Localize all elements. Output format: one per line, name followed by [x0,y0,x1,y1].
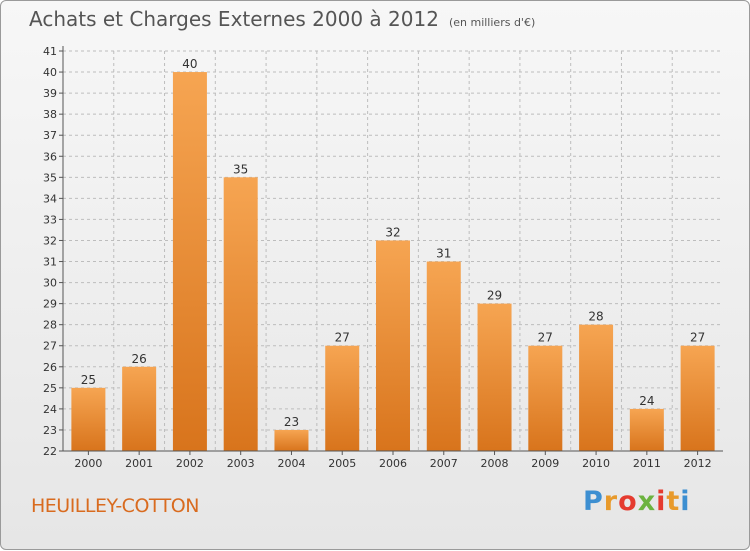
y-tick-label: 33 [43,213,57,226]
bar [172,72,207,451]
data-label: 32 [385,225,400,239]
y-tick-label: 32 [43,234,57,247]
bar [122,366,157,451]
y-tick-label: 28 [43,319,57,332]
x-tick-label: 2012 [684,457,712,470]
logo-letter: r [603,486,619,517]
bars: 25 26 40 35 23 27 32 31 29 27 28 24 27 [71,57,715,451]
y-tick-label: 30 [43,277,57,290]
bar [680,345,715,451]
bar [426,261,461,451]
chart-title: Achats et Charges Externes 2000 à 2012 (e… [29,7,535,31]
y-tick-label: 23 [43,424,57,437]
y-tick-label: 37 [43,129,57,142]
x-tick-label: 2007 [430,457,458,470]
y-tick-label: 40 [43,66,57,79]
bar [629,408,664,451]
data-label: 26 [132,352,147,366]
bar [579,324,614,451]
axes: 22 23 24 25 26 27 28 29 30 31 32 33 34 35 36 37 38 39 40 41… [43,45,723,470]
y-tick-label: 31 [43,256,57,269]
y-tick-label: 41 [43,45,57,58]
logo-letter: i [656,486,667,517]
data-label: 25 [81,373,96,387]
y-tick-label: 24 [43,403,57,416]
proxiti-logo[interactable]: Proxiti [583,486,691,517]
y-tick-label: 25 [43,382,57,395]
bar [223,177,258,451]
x-tick-label: 2003 [227,457,255,470]
chart-title-text: Achats et Charges Externes 2000 à 2012 [29,7,439,31]
y-tick-label: 22 [43,445,57,458]
data-label: 29 [487,289,502,303]
data-label: 40 [182,57,197,71]
y-tick-label: 27 [43,340,57,353]
x-tick-label: 2009 [531,457,559,470]
data-label: 24 [639,394,654,408]
x-tick-label: 2006 [379,457,407,470]
data-label: 28 [588,310,603,324]
x-tick-label: 2011 [633,457,661,470]
data-label: 27 [690,331,705,345]
data-label: 35 [233,162,248,176]
logo-letter: x [637,486,657,517]
bar [71,387,106,451]
bar [477,303,512,451]
y-tick-label: 36 [43,150,57,163]
bar [528,345,563,451]
y-tick-label: 35 [43,171,57,184]
y-tick-label: 34 [43,192,57,205]
logo-letter: P [583,486,604,517]
data-label: 27 [335,331,350,345]
bar [376,240,410,451]
x-tick-label: 2010 [582,457,610,470]
bar [274,429,309,451]
bar [325,345,360,451]
chart-unit: (en milliers d'€) [448,16,536,29]
y-tick-label: 26 [43,361,57,374]
x-tick-label: 2000 [74,457,102,470]
logo-letter: t [666,486,681,517]
data-label: 23 [284,415,299,429]
logo-letter: o [618,486,638,517]
logo-letter: i [680,486,691,517]
x-tick-label: 2005 [328,457,356,470]
x-tick-label: 2004 [277,457,305,470]
data-label: 31 [436,247,451,261]
x-tick-label: 2002 [176,457,204,470]
y-tick-label: 38 [43,108,57,121]
data-label: 27 [538,331,553,345]
x-tick-label: 2008 [481,457,509,470]
y-tick-label: 29 [43,298,57,311]
place-name: HEUILLEY-COTTON [31,495,199,517]
y-tick-label: 39 [43,87,57,100]
x-tick-label: 2001 [125,457,153,470]
